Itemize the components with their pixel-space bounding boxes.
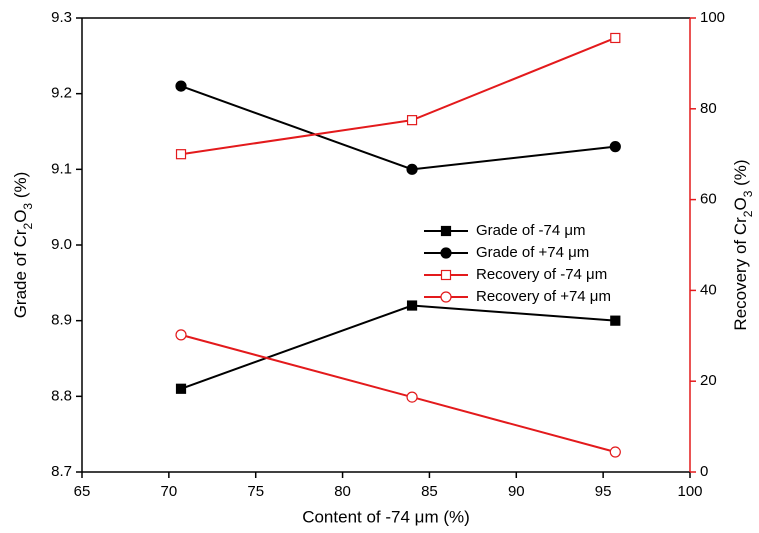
legend-label: Recovery of +74 μm — [476, 288, 611, 305]
y-axis-title: Grade of Cr2O3 (%) — [11, 172, 35, 319]
data-point — [609, 141, 621, 153]
y2-tick-label: 20 — [700, 372, 717, 389]
x-tick-label: 70 — [161, 483, 178, 500]
data-point — [406, 163, 418, 175]
y2-axis-title: Recovery of Cr2O3 (%) — [731, 159, 755, 330]
y-tick-label: 9.2 — [51, 85, 72, 102]
x-tick-label: 75 — [247, 483, 264, 500]
data-point — [609, 446, 621, 458]
data-point — [175, 80, 187, 92]
legend-marker — [440, 269, 452, 281]
y2-tick-label: 40 — [700, 281, 717, 298]
y-tick-label: 9.3 — [51, 9, 72, 26]
y2-tick-label: 0 — [700, 463, 708, 480]
data-point — [175, 383, 187, 394]
data-point — [610, 32, 621, 44]
legend-marker — [440, 247, 452, 259]
series-line — [180, 333, 616, 453]
series-line — [180, 85, 616, 171]
y2-tick-label: 100 — [700, 9, 725, 26]
legend-label: Grade of -74 μm — [476, 222, 586, 239]
x-tick-label: 65 — [74, 483, 91, 500]
y-tick-label: 8.8 — [51, 387, 72, 404]
data-point — [406, 115, 418, 126]
data-point — [175, 329, 187, 341]
x-tick-label: 95 — [595, 483, 612, 500]
legend-marker — [440, 225, 452, 237]
legend-label: Recovery of -74 μm — [476, 266, 607, 283]
x-tick-label: 80 — [334, 483, 351, 500]
legend-label: Grade of +74 μm — [476, 244, 589, 261]
series-line — [180, 37, 616, 156]
x-axis-title: Content of -74 μm (%) — [302, 507, 470, 526]
y-tick-label: 8.7 — [51, 463, 72, 480]
x-tick-label: 90 — [508, 483, 525, 500]
x-tick-label: 85 — [421, 483, 438, 500]
y-tick-label: 9.1 — [51, 160, 72, 177]
data-point — [175, 149, 187, 160]
data-point — [406, 391, 418, 403]
series-line — [180, 304, 616, 390]
y2-tick-label: 80 — [700, 100, 717, 117]
data-point — [406, 300, 418, 311]
y-tick-label: 9.0 — [51, 236, 72, 253]
x-tick-label: 100 — [677, 483, 702, 500]
legend-marker — [440, 291, 452, 303]
data-point — [610, 315, 621, 326]
y-tick-label: 8.9 — [51, 312, 72, 329]
y2-tick-label: 60 — [700, 191, 717, 208]
